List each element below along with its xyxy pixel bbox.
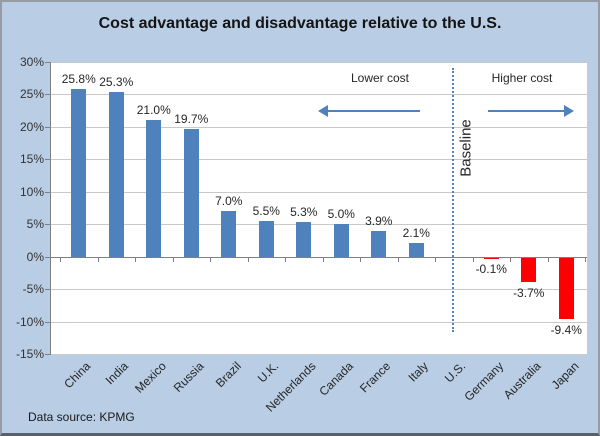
y-axis-label: 10% — [19, 184, 44, 199]
x-axis-tick — [285, 256, 286, 262]
gridline — [50, 354, 587, 355]
gridline — [50, 191, 587, 193]
bar — [146, 120, 162, 257]
bar — [71, 89, 87, 257]
gridline — [50, 126, 587, 128]
gridline — [50, 321, 587, 323]
bar-value-label: 5.0% — [327, 207, 355, 222]
gridline — [50, 289, 587, 291]
x-axis-tick — [172, 256, 174, 262]
bar — [483, 257, 499, 259]
bar-value-label: 7.0% — [215, 194, 243, 209]
right-arrow-head — [564, 105, 574, 117]
y-axis-label: 30% — [19, 55, 44, 69]
x-axis-tick — [322, 256, 324, 262]
x-axis-label: China — [61, 359, 94, 392]
x-axis-label: India — [102, 359, 132, 388]
x-axis-tick — [97, 256, 99, 262]
y-axis-tick — [45, 256, 50, 258]
y-axis-label: -15% — [15, 347, 44, 361]
left-arrow-head — [318, 105, 328, 117]
y-axis-label: -10% — [15, 314, 44, 329]
bar — [558, 257, 574, 319]
x-axis-tick — [547, 256, 549, 262]
x-axis-label: Italy — [405, 359, 432, 385]
x-axis-tick — [360, 256, 361, 262]
chart-title: Cost advantage and disadvantage relative… — [98, 15, 502, 32]
x-axis-tick — [585, 256, 586, 262]
higher-cost-label: Higher cost — [491, 71, 553, 85]
x-axis-tick — [472, 256, 474, 262]
bar — [296, 222, 312, 257]
bar — [371, 231, 387, 257]
y-axis-label: 0% — [26, 249, 44, 264]
x-axis-label: Brazil — [212, 359, 244, 391]
bar-value-label: 21.0% — [136, 103, 171, 118]
bar-value-label: 2.1% — [402, 226, 430, 241]
x-axis-label: Canada — [316, 359, 357, 399]
y-axis-tick — [45, 191, 50, 193]
bar — [221, 211, 237, 257]
y-axis-label: 5% — [26, 217, 44, 232]
bar-value-label: -0.1% — [475, 262, 507, 277]
gridline — [50, 62, 587, 63]
y-axis-label: 15% — [19, 152, 44, 167]
y-axis-label: -5% — [22, 282, 44, 297]
x-axis-tick — [435, 256, 436, 262]
data-source-label: Data source: KPMG — [28, 410, 135, 424]
x-axis-zero-line — [50, 256, 587, 258]
x-axis-tick — [247, 256, 249, 262]
y-axis-tick — [45, 289, 50, 291]
x-axis-tick — [60, 256, 61, 262]
x-axis-tick — [510, 256, 511, 262]
x-axis-label: Japan — [548, 359, 582, 393]
x-axis-label: Russia — [170, 359, 207, 395]
bar-value-label: 5.5% — [252, 203, 280, 218]
x-axis-label: U.K. — [254, 359, 282, 386]
bar-value-label: 3.9% — [365, 214, 393, 229]
x-axis-tick — [397, 256, 399, 262]
lower-cost-label: Lower cost — [350, 71, 410, 85]
y-axis-tick — [45, 62, 50, 63]
y-axis-tick — [45, 159, 50, 161]
x-axis-label: Mexico — [131, 359, 169, 396]
bar-value-label: -3.7% — [513, 285, 545, 300]
bar-value-label: -9.4% — [550, 322, 582, 337]
left-arrow-line — [327, 110, 420, 112]
bar — [408, 243, 424, 257]
bar — [183, 128, 199, 257]
x-axis-tick — [135, 256, 136, 262]
x-axis-label: Australia — [500, 359, 544, 402]
gridline — [50, 94, 587, 96]
bar-value-label: 25.3% — [99, 75, 134, 90]
y-axis-tick — [45, 354, 50, 355]
bar-value-label: 5.3% — [290, 205, 318, 220]
bar-value-label: 19.7% — [174, 111, 209, 126]
y-axis-tick — [45, 224, 50, 226]
bar — [333, 224, 349, 257]
bar-value-label: 25.8% — [61, 72, 96, 87]
y-axis-tick — [45, 94, 50, 96]
y-axis-label: 25% — [19, 87, 44, 102]
gridline — [50, 159, 587, 161]
baseline-label: Baseline — [457, 119, 475, 177]
y-axis-label: 20% — [19, 119, 44, 134]
baseline-divider-line — [452, 68, 454, 332]
y-axis-tick — [45, 126, 50, 128]
right-arrow-line — [488, 110, 564, 112]
bar — [108, 92, 124, 257]
bar — [521, 257, 537, 282]
x-axis-label: Germany — [461, 359, 507, 404]
y-axis-line — [50, 62, 51, 355]
x-axis-label: U.S. — [442, 359, 469, 386]
x-axis-tick — [210, 256, 211, 262]
y-axis-tick — [45, 321, 50, 323]
x-axis-label: France — [357, 359, 394, 396]
gridline — [50, 224, 587, 226]
bar — [258, 220, 274, 257]
